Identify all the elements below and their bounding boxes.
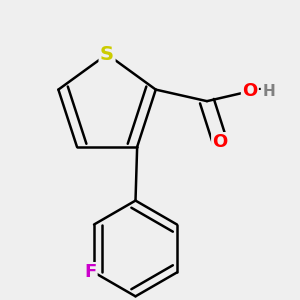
Text: O: O: [242, 82, 257, 100]
Text: O: O: [212, 134, 228, 152]
Text: H: H: [263, 84, 275, 99]
Text: S: S: [100, 45, 114, 64]
Text: ·: ·: [256, 81, 262, 99]
Text: F: F: [84, 263, 96, 281]
